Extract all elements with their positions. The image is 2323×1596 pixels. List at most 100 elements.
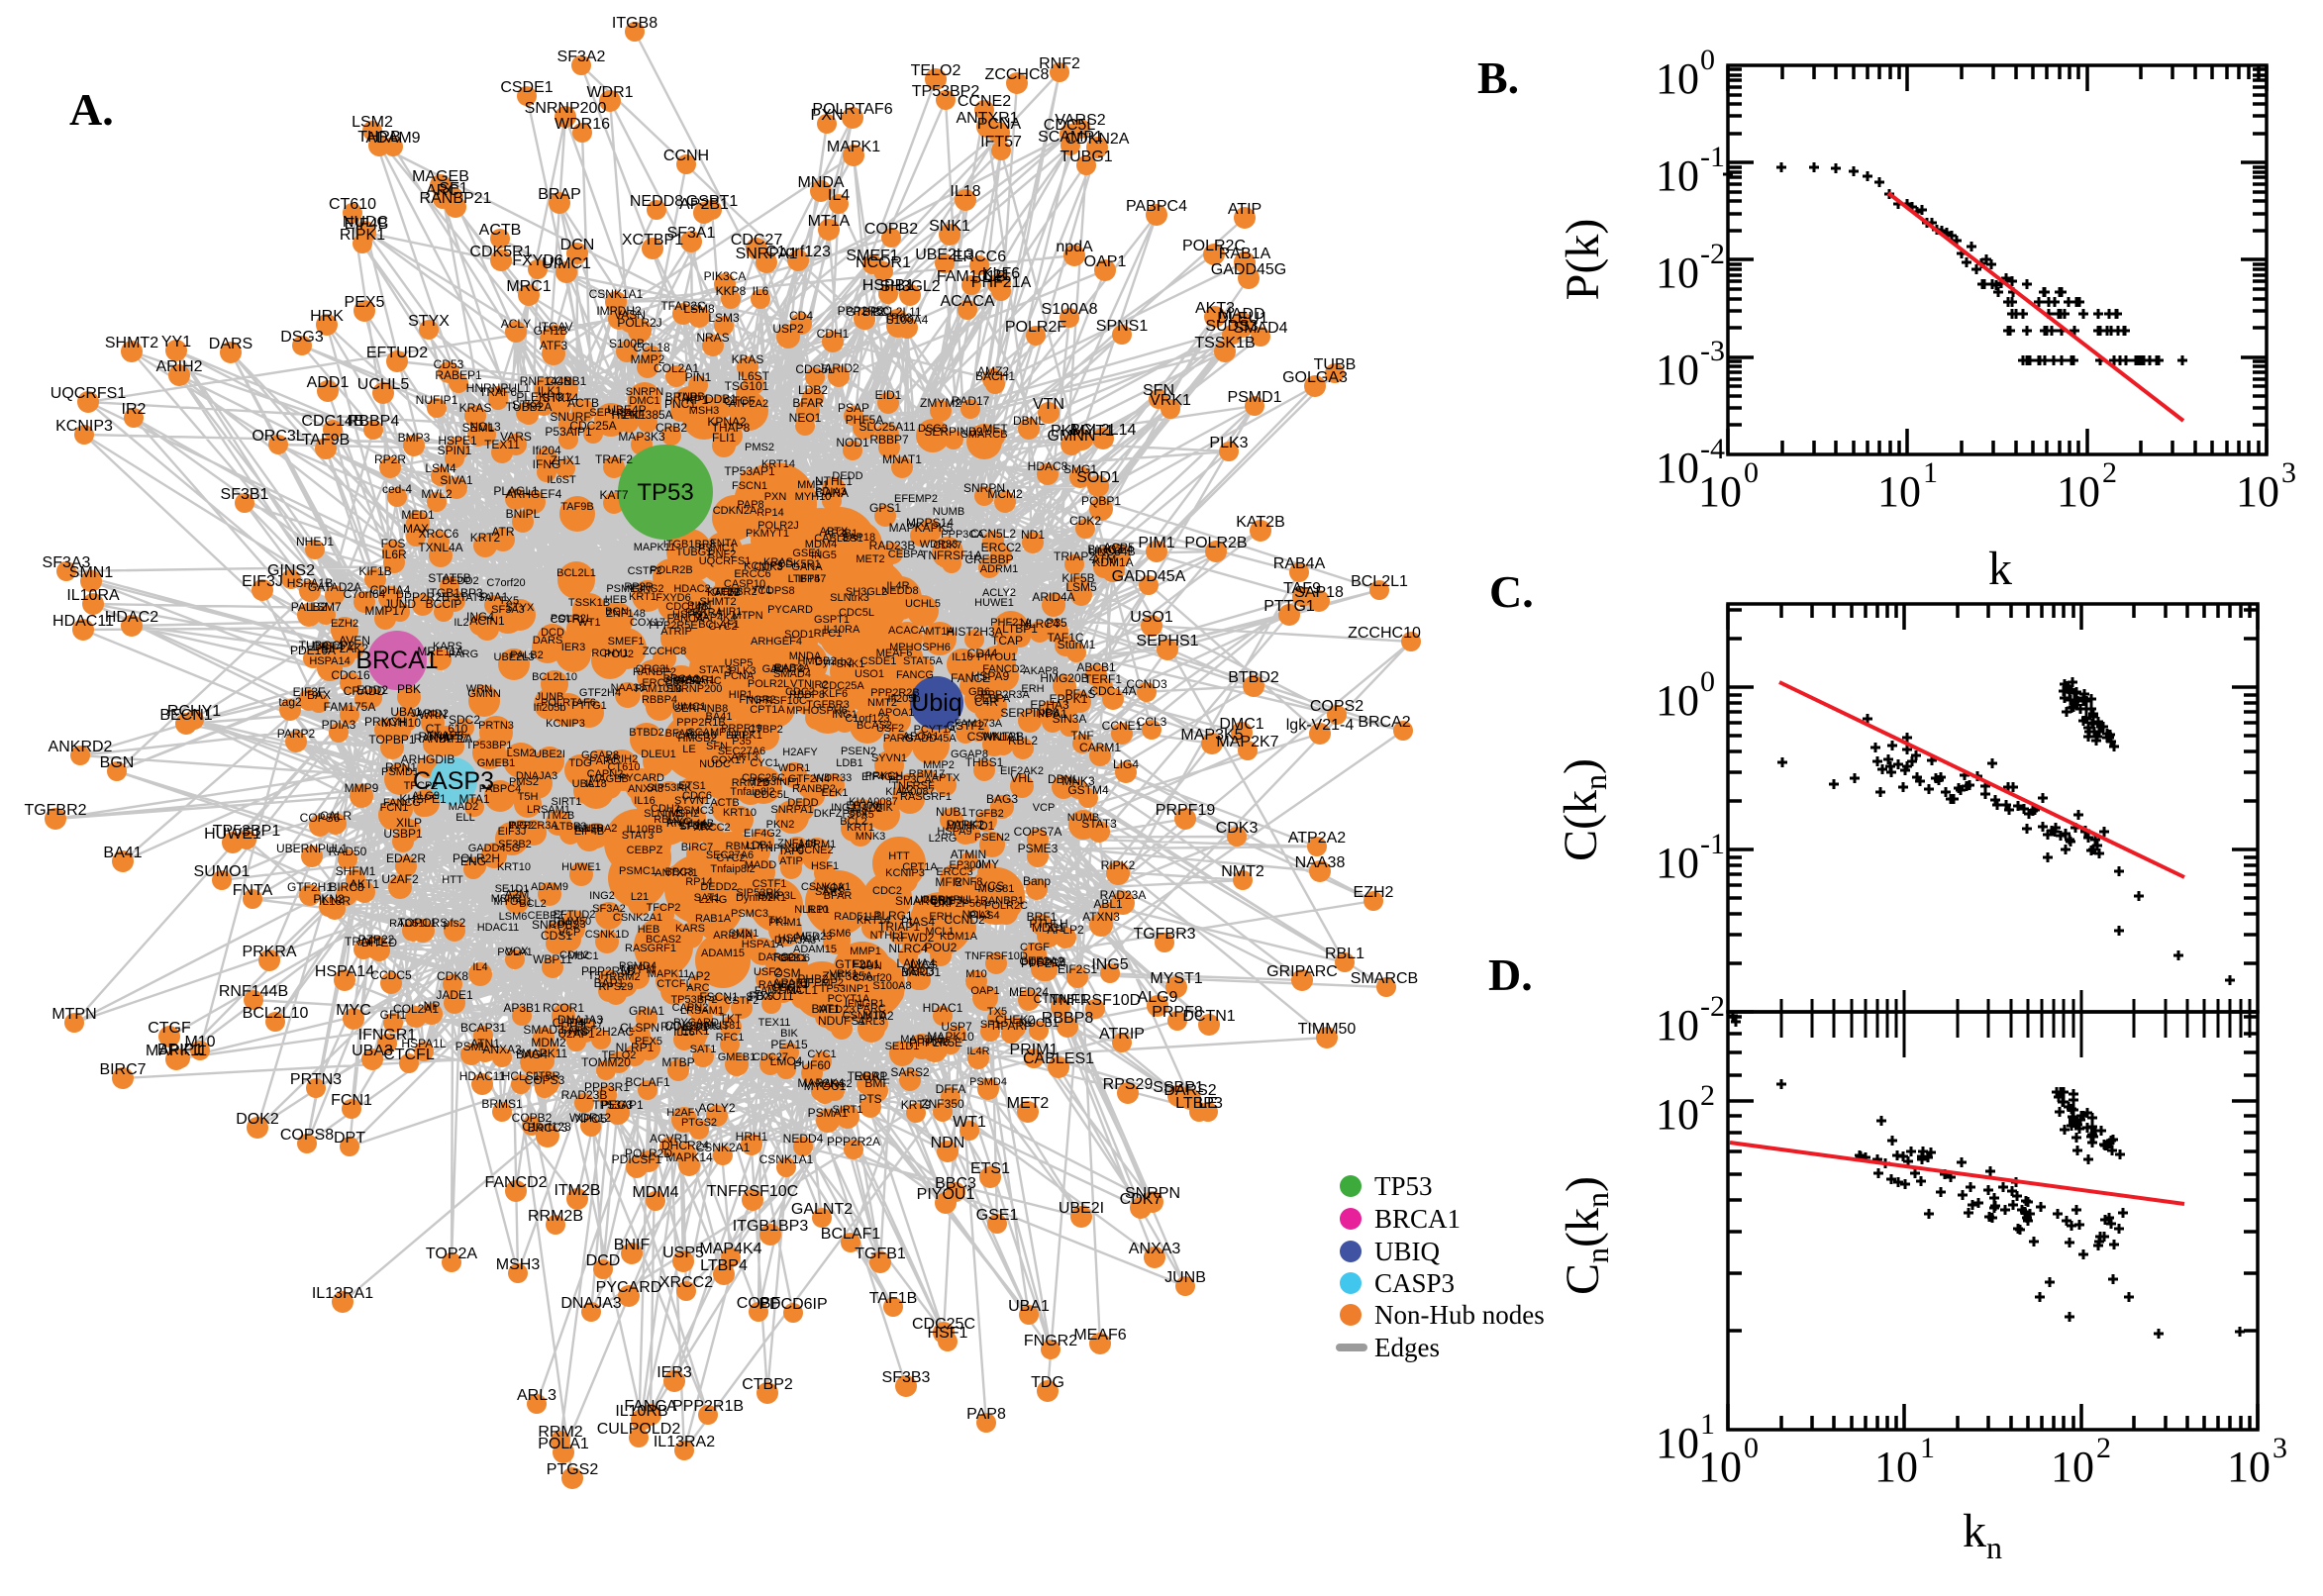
svg-text:VHL: VHL [1010, 771, 1034, 785]
svg-text:Ifi204: Ifi204 [532, 444, 561, 457]
svg-text:0: 0 [1700, 665, 1715, 698]
svg-text:SNURF: SNURF [550, 410, 590, 424]
svg-text:10: 10 [1698, 467, 1742, 516]
svg-text:POLR2B: POLR2B [650, 564, 692, 576]
svg-text:-3: -3 [1700, 335, 1725, 367]
svg-text:PABPC4: PABPC4 [1126, 198, 1187, 215]
svg-text:UIMC1: UIMC1 [672, 701, 706, 713]
svg-text:CAPN2: CAPN2 [672, 1002, 709, 1014]
svg-text:lgk-V21-4: lgk-V21-4 [1286, 717, 1355, 734]
svg-text:10: 10 [1656, 676, 1699, 725]
svg-text:SF3A2: SF3A2 [592, 903, 626, 915]
svg-text:APTX: APTX [820, 526, 849, 538]
svg-text:BAX: BAX [307, 688, 331, 702]
svg-text:PYCARD: PYCARD [767, 604, 813, 616]
svg-text:SMARCB: SMARCB [1351, 970, 1418, 987]
svg-text:JUN: JUN [770, 663, 791, 675]
svg-text:PDIA3: PDIA3 [322, 718, 356, 732]
svg-text:T5H: T5H [518, 791, 539, 803]
svg-text:TELO2: TELO2 [911, 62, 961, 79]
svg-text:EIF4G2: EIF4G2 [744, 828, 781, 840]
svg-text:ANXA3: ANXA3 [482, 1043, 522, 1056]
svg-text:AP2: AP2 [688, 969, 711, 983]
svg-text:1: 1 [1920, 1432, 1935, 1464]
svg-text:MAP4K4: MAP4K4 [699, 1241, 761, 1257]
svg-text:BBC3: BBC3 [935, 1175, 976, 1192]
svg-text:VRK1: VRK1 [1150, 392, 1191, 409]
svg-text:LAMA4: LAMA4 [896, 956, 936, 970]
svg-text:CALR: CALR [320, 809, 352, 823]
svg-text:BCCIP: BCCIP [426, 597, 462, 611]
svg-text:KRAS: KRAS [459, 401, 492, 415]
svg-text:BFAR: BFAR [665, 728, 694, 740]
svg-text:10: 10 [1656, 1001, 1699, 1049]
svg-text:BRCA1: BRCA1 [355, 647, 438, 674]
svg-text:RBBP8: RBBP8 [789, 689, 825, 701]
svg-text:BCAP31: BCAP31 [460, 1021, 506, 1035]
svg-text:NEO1: NEO1 [789, 411, 822, 425]
svg-text:LSM6: LSM6 [499, 911, 528, 923]
svg-text:POLA1: POLA1 [497, 947, 532, 958]
svg-text:POLR2L: POLR2L [748, 678, 789, 690]
svg-text:SF3B1: SF3B1 [221, 486, 269, 503]
svg-text:ABL1: ABL1 [1093, 897, 1123, 911]
svg-text:2: 2 [2096, 1432, 2111, 1464]
svg-text:NUMB: NUMB [933, 506, 964, 518]
svg-text:PMS2: PMS2 [509, 776, 539, 788]
svg-text:POLR2F: POLR2F [1005, 319, 1066, 336]
svg-text:UBE2L3: UBE2L3 [915, 247, 974, 263]
svg-text:LRSAM1: LRSAM1 [527, 804, 570, 816]
svg-text:PQBP1: PQBP1 [1081, 494, 1121, 508]
svg-text:NDUFS1: NDUFS1 [818, 1014, 865, 1028]
svg-text:C7orf20: C7orf20 [486, 577, 525, 589]
svg-text:NDN: NDN [931, 1135, 965, 1151]
svg-text:ITM2B: ITM2B [554, 1182, 600, 1199]
svg-text:CDC6: CDC6 [780, 952, 810, 964]
svg-text:XRCC6: XRCC6 [419, 527, 459, 541]
svg-text:CDC14B: CDC14B [665, 601, 708, 613]
svg-text:UBA1: UBA1 [390, 705, 422, 719]
svg-text:ACLY: ACLY [501, 317, 531, 331]
svg-text:VTN: VTN [1033, 396, 1064, 413]
svg-text:MT1A: MT1A [808, 213, 851, 230]
svg-text:CDKN2A: CDKN2A [713, 505, 758, 517]
svg-text:COX17: COX17 [630, 617, 665, 629]
svg-text:ING2: ING2 [508, 820, 534, 832]
svg-text:LTBP4: LTBP4 [788, 573, 821, 585]
svg-text:CDK3: CDK3 [1216, 820, 1259, 837]
svg-text:POLR2B: POLR2B [1184, 535, 1247, 551]
svg-text:CHD4: CHD4 [553, 1016, 585, 1030]
svg-text:GFI1: GFI1 [380, 1008, 407, 1022]
svg-text:HSF1: HSF1 [928, 1325, 968, 1342]
svg-text:NLRP1: NLRP1 [794, 904, 829, 916]
svg-text:SIVA1: SIVA1 [440, 473, 472, 487]
svg-text:SAT1: SAT1 [694, 892, 721, 904]
svg-text:BTBD2: BTBD2 [629, 727, 663, 739]
svg-text:SHMT2: SHMT2 [105, 335, 158, 351]
svg-text:ITGB1BP3: ITGB1BP3 [663, 539, 716, 550]
svg-text:RAB1A: RAB1A [1219, 246, 1271, 262]
svg-text:RP14: RP14 [757, 507, 784, 519]
svg-text:DDB1: DDB1 [705, 392, 737, 406]
svg-text:GMNN: GMNN [467, 688, 501, 700]
svg-text:PARP2: PARP2 [277, 727, 316, 741]
svg-text:ORC3L: ORC3L [636, 663, 672, 675]
svg-text:ING1: ING1 [832, 709, 858, 721]
svg-text:LTBP3: LTBP3 [555, 821, 587, 833]
svg-text:POLRTAF6: POLRTAF6 [812, 101, 892, 118]
svg-text:SF3B2: SF3B2 [679, 821, 713, 833]
svg-text:FOS: FOS [381, 537, 406, 550]
svg-text:S100B: S100B [609, 337, 645, 350]
svg-text:PRIM1: PRIM1 [768, 917, 802, 929]
svg-text:CAPN2: CAPN2 [587, 768, 624, 780]
svg-text:USO1: USO1 [855, 668, 884, 680]
svg-text:HMG20B: HMG20B [1040, 671, 1088, 685]
svg-text:WBP11: WBP11 [533, 952, 572, 966]
svg-text:JADE1: JADE1 [436, 988, 473, 1002]
svg-text:STAT3: STAT3 [699, 664, 732, 676]
svg-text:POLR2H: POLR2H [453, 851, 500, 865]
svg-text:JUN: JUN [860, 960, 881, 972]
svg-text:ZNF385A: ZNF385A [822, 969, 872, 983]
svg-text:AP2B1: AP2B1 [679, 196, 729, 213]
svg-text:BNIP3L: BNIP3L [931, 895, 968, 907]
